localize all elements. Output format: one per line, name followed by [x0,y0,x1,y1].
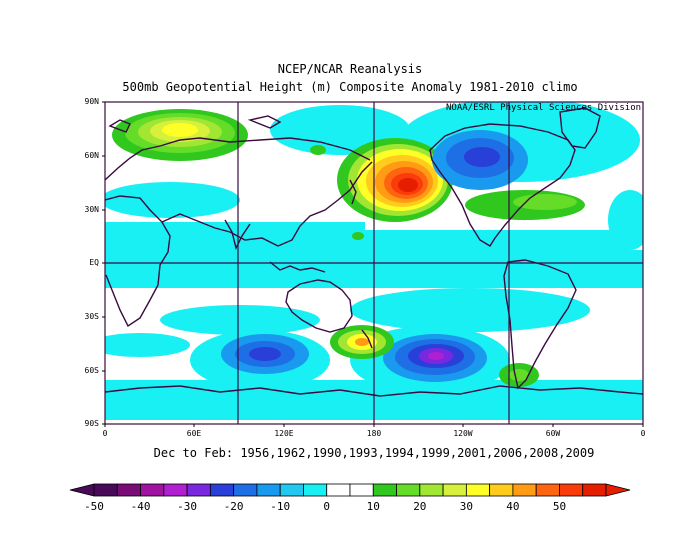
colorbar-swatch [93,483,118,497]
colorbar-swatch [326,483,351,497]
colorbar-swatch [465,483,491,497]
colorbar-swatch [256,483,281,497]
colorbar-tick-label: -50 [84,500,104,513]
negative-anomaly-north-america [432,130,528,190]
positive-anomaly-atlantic [465,190,585,220]
map-plot-area [105,102,643,424]
colorbar-swatch [535,483,560,497]
anomaly-area [105,222,365,252]
negative-anomaly-south-indian [221,334,309,374]
colorbar-arrow-right [605,483,631,497]
anomaly-area [105,333,190,357]
colorbar-tick-label: -10 [270,500,291,513]
colorbar-tick-label: 0 [323,500,331,513]
colorbar [69,483,631,497]
lat-label: 90N [84,97,99,106]
colorbar-swatch [209,483,235,497]
colorbar-swatch [489,483,514,497]
chart-subtitle: 500mb Geopotential Height (m) Composite … [122,80,578,94]
colorbar-tick-label: 20 [413,500,427,513]
colorbar-tick-label: -40 [130,500,151,513]
positive-anomaly-north-pacific [337,138,453,222]
lat-label: 60S [84,366,99,375]
colorbar-swatch [559,483,584,497]
colorbar-swatch [163,483,188,497]
anomaly-area [350,288,590,332]
anomaly-area [608,190,643,250]
colorbar-swatch [512,483,537,497]
attribution-label: NOAA/ESRL Physical Sciences Division [446,103,642,113]
anomaly-area [360,230,630,252]
coastlines [105,107,643,397]
anomaly-area [160,305,320,335]
axis-ticks [102,101,644,427]
colorbar-swatch [442,483,467,497]
colorbar-swatch [396,483,421,497]
colorbar-tick-label: 40 [506,500,520,513]
colorbar-swatch [186,483,211,497]
chart-title: NCEP/NCAR Reanalysis [277,62,423,76]
colorbar-swatch [419,483,444,497]
colorbar-swatch [349,483,374,497]
colorbar-tick-label: -30 [177,500,198,513]
colorbar-tick-label: 50 [552,500,567,513]
lon-label: 120E [274,429,294,438]
colorbar-swatch [303,483,328,497]
lat-label: 60N [84,151,99,160]
lon-label: 0 [102,429,108,438]
negative-anomaly-south-pacific [383,334,487,382]
lon-label: 0 [640,429,646,438]
lon-label: 120W [453,429,473,438]
lon-label: 180 [366,429,382,438]
colorbar-swatch [233,483,258,497]
colorbar-arrow-left [69,483,95,497]
colorbar-swatch [140,483,165,497]
lat-label: 30S [84,312,99,321]
lat-label: 30N [84,205,99,214]
positive-anomaly-arctic [112,109,248,161]
anomaly-area [352,232,364,240]
colorbar-tick-label: 30 [459,500,473,513]
colorbar-tick-label: -20 [223,500,244,513]
anomaly-area [105,182,240,218]
colorbar-swatch [279,483,304,497]
colorbar-swatch [116,483,141,497]
colorbar-swatch [582,483,607,497]
lon-label: 60E [186,429,202,438]
lat-label: EQ [89,258,99,267]
lat-label: 90S [84,419,99,428]
composite-years-caption: Dec to Feb: 1956,1962,1990,1993,1994,199… [153,446,595,460]
colorbar-tick-label: 10 [366,500,380,513]
anomaly-area [310,145,326,155]
colorbar-swatch [372,483,397,497]
lon-label: 60W [545,429,561,438]
